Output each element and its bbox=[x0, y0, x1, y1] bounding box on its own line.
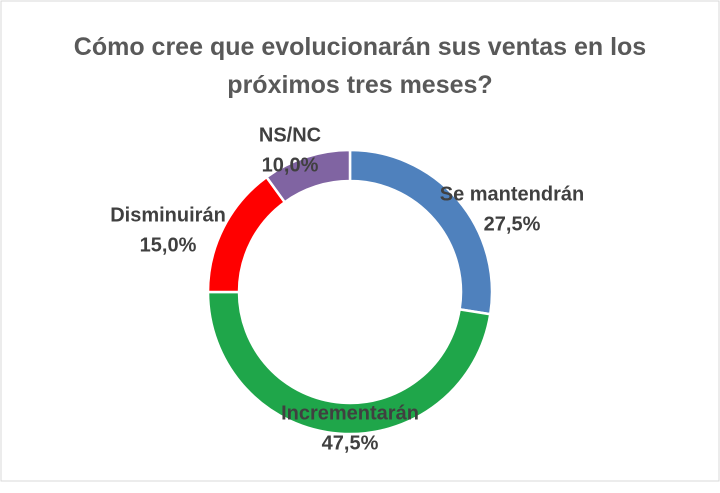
donut-segment bbox=[206, 290, 492, 436]
value-label: 10,0% bbox=[262, 154, 319, 176]
category-label: Disminuirán bbox=[110, 204, 226, 226]
category-label: Se mantendrán bbox=[440, 183, 584, 205]
frame-border bbox=[0, 0, 720, 482]
value-label: 15,0% bbox=[140, 234, 197, 256]
donut-segment bbox=[348, 148, 494, 316]
value-label: 27,5% bbox=[484, 213, 541, 235]
category-label: NS/NC bbox=[259, 124, 321, 146]
value-label: 47,5% bbox=[322, 432, 379, 454]
category-label: Incrementarán bbox=[281, 402, 419, 424]
donut-segment bbox=[206, 175, 287, 294]
donut-segment bbox=[264, 148, 352, 204]
chart-title: Cómo cree que evolucionarán sus ventas e… bbox=[73, 33, 647, 99]
